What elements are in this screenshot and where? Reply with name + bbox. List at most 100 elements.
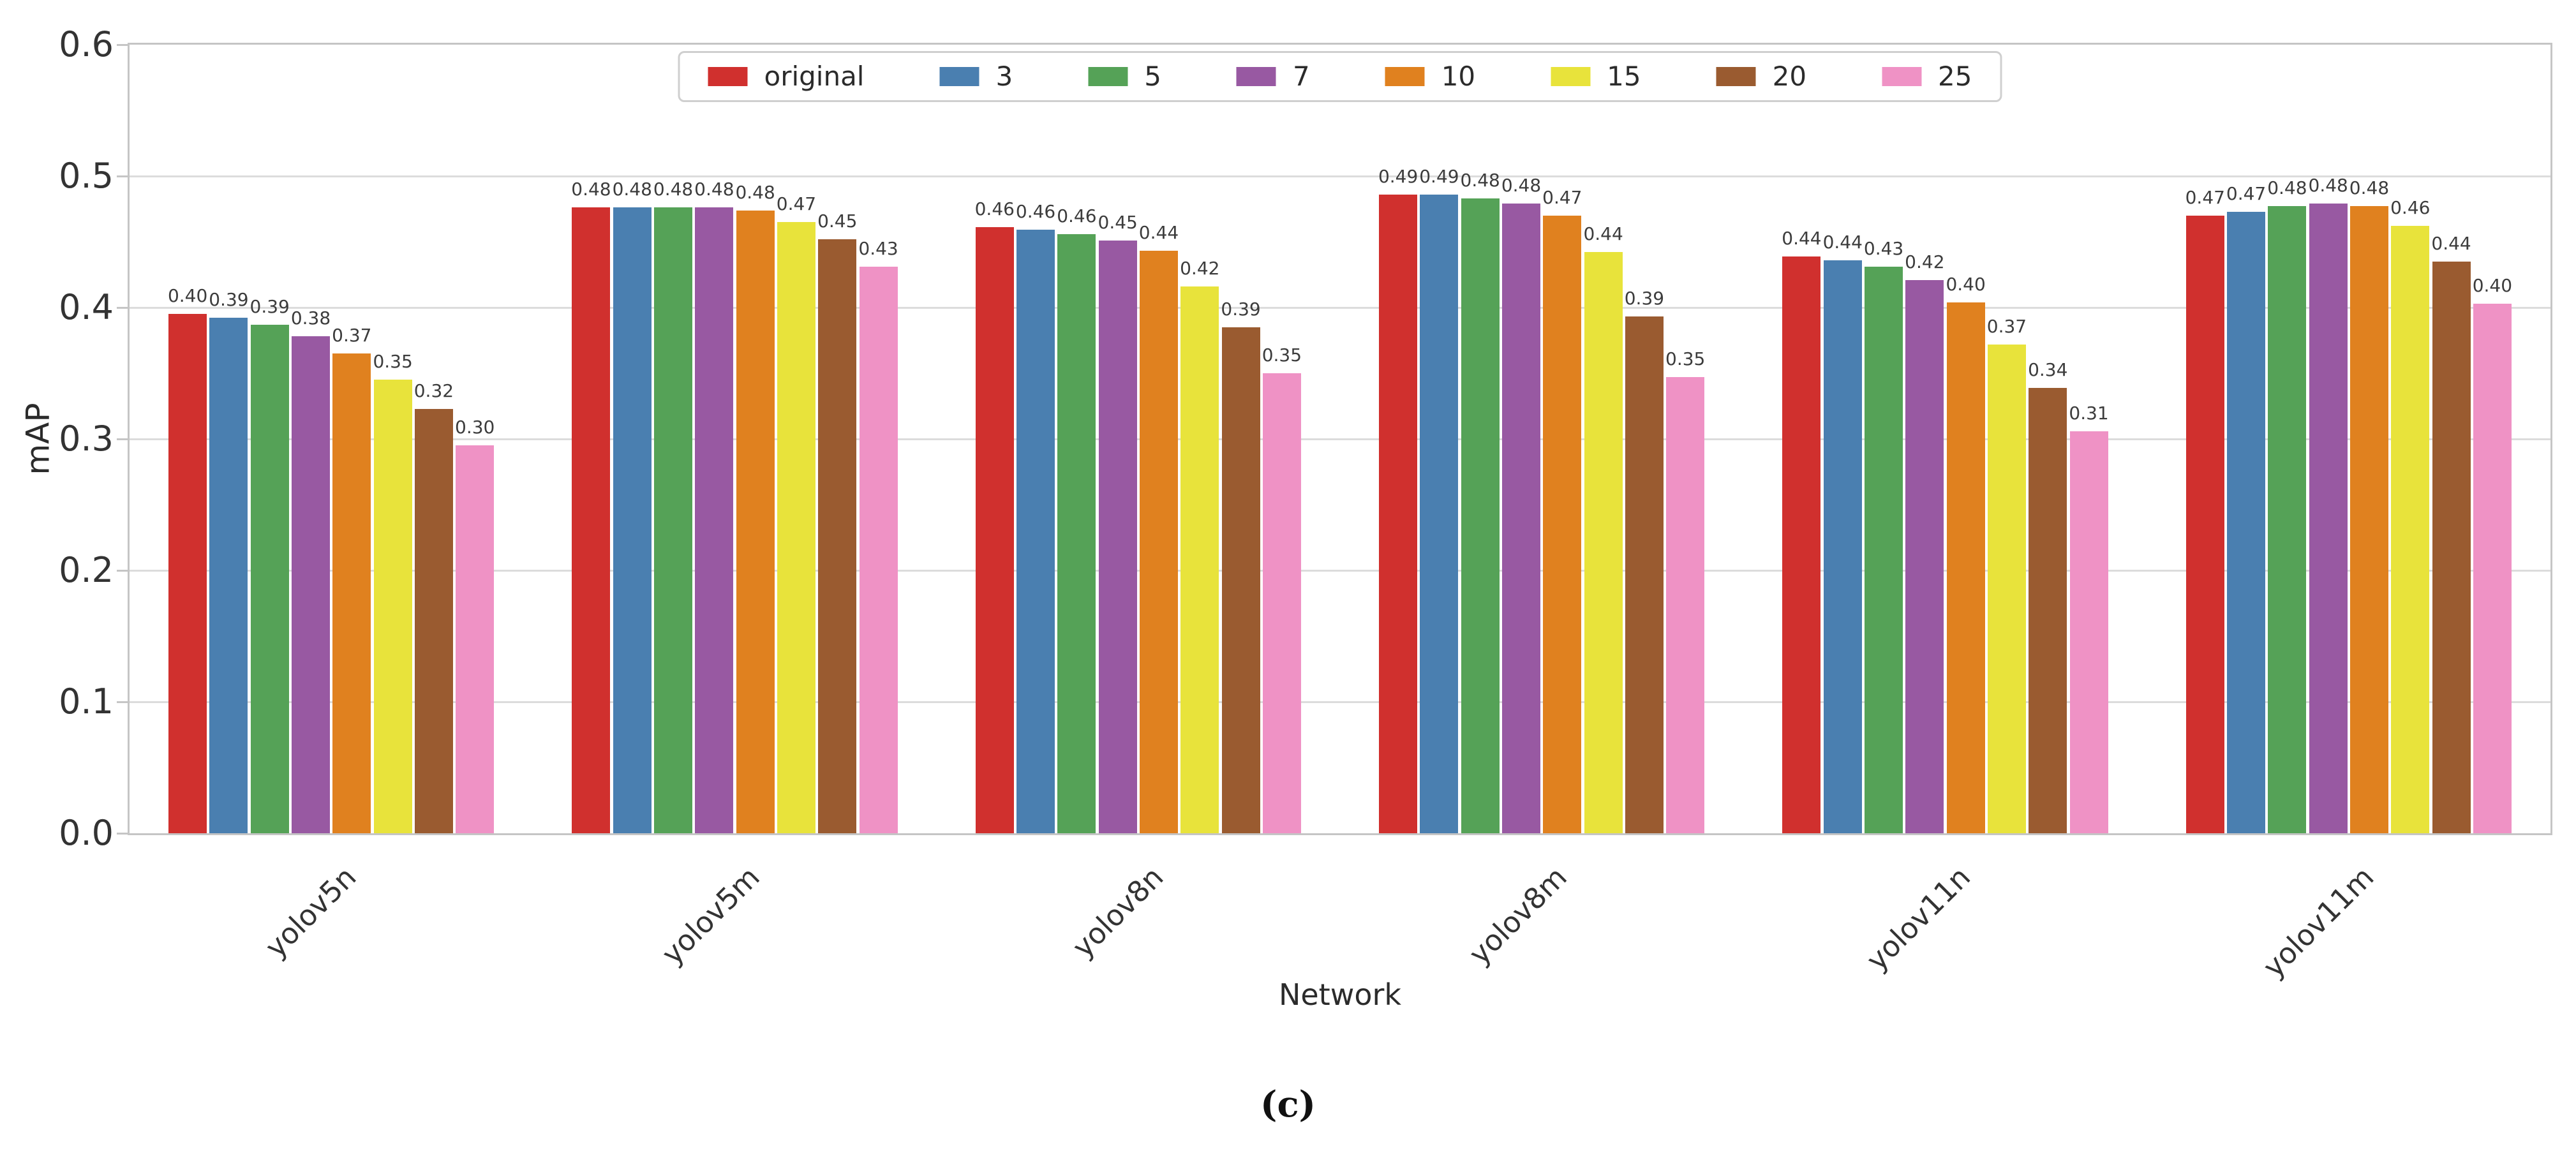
bar-yolov8m-10 <box>1543 215 1582 833</box>
bar-yolov11n-original <box>1782 256 1821 833</box>
bar-yolov11n-3 <box>1823 260 1862 833</box>
bar-value-label-yolov11n-25: 0.31 <box>2069 402 2109 424</box>
legend-item-original: original <box>708 63 864 90</box>
bar-yolov8m-5 <box>1461 198 1500 833</box>
bar-yolov8n-7 <box>1098 240 1137 833</box>
bar-yolov5m-5 <box>654 207 693 833</box>
bar-value-label-yolov11n-10: 0.40 <box>1946 273 1986 295</box>
legend-item-label: 3 <box>995 61 1013 92</box>
bar-value-label-yolov5m-25: 0.43 <box>858 238 898 260</box>
figure-caption: (c) <box>1260 1083 1316 1125</box>
legend-item-label: 20 <box>1772 61 1807 92</box>
legend-swatch-icon <box>1716 67 1756 86</box>
legend-swatch-icon <box>1236 67 1276 86</box>
x-tick-label-text: yolov8n <box>1065 860 1170 965</box>
bar-yolov11n-5 <box>1865 267 1903 833</box>
legend-swatch-icon <box>1551 67 1591 86</box>
y-tick-mark-0.6 <box>117 43 128 46</box>
bar-yolov8n-5 <box>1057 234 1096 833</box>
bar-value-label-yolov11n-7: 0.42 <box>1905 251 1945 272</box>
legend-swatch-icon <box>1088 67 1128 86</box>
y-tick-mark-0.1 <box>117 701 128 703</box>
legend: original 3 5 7 10 15 20 25 <box>678 51 2002 102</box>
bar-yolov5n-5 <box>250 324 289 833</box>
bar-value-label-yolov11n-20: 0.34 <box>2028 359 2068 380</box>
y-tick-label-0.5: 0.5 <box>59 156 114 196</box>
bar-yolov5m-3 <box>613 207 651 833</box>
bar-yolov11m-original <box>2185 215 2224 833</box>
legend-swatch-icon <box>708 67 748 86</box>
bar-yolov5n-25 <box>456 445 495 833</box>
bar-yolov8n-3 <box>1016 230 1055 833</box>
bar-yolov11n-25 <box>2069 431 2108 833</box>
bar-yolov8m-original <box>1379 194 1418 833</box>
bar-value-label-yolov8n-3: 0.46 <box>1015 201 1056 223</box>
y-tick-mark-0.2 <box>117 569 128 572</box>
bar-yolov11m-5 <box>2268 206 2307 833</box>
legend-item-label: 25 <box>1938 61 1972 92</box>
bar-yolov5n-15 <box>373 380 412 833</box>
bar-yolov11n-10 <box>1946 302 1985 833</box>
bar-value-label-yolov5m-5: 0.48 <box>653 179 694 200</box>
bar-value-label-yolov5n-20: 0.32 <box>413 380 454 401</box>
gridline-0.5 <box>130 175 2550 177</box>
gridline-0.2 <box>130 569 2550 572</box>
legend-item-7: 7 <box>1236 63 1310 90</box>
x-axis-title: Network <box>1278 977 1402 1012</box>
bar-yolov5n-7 <box>292 336 331 833</box>
bar-yolov5n-original <box>168 314 207 833</box>
bar-yolov8n-original <box>975 227 1014 833</box>
bar-value-label-yolov5n-5: 0.39 <box>249 295 290 317</box>
bar-value-label-yolov11n-original: 0.44 <box>1782 227 1822 249</box>
bar-yolov8n-10 <box>1139 251 1178 833</box>
bar-value-label-yolov5n-3: 0.39 <box>209 289 249 311</box>
bar-value-label-yolov11m-10: 0.48 <box>2349 177 2390 199</box>
bar-value-label-yolov8n-7: 0.45 <box>1098 211 1138 233</box>
x-tick-label-text: yolov8m <box>1462 860 1574 972</box>
bar-value-label-yolov8n-10: 0.44 <box>1138 222 1179 244</box>
x-tick-label-text: yolov11n <box>1859 860 1977 977</box>
bar-value-label-yolov5n-25: 0.30 <box>455 417 495 438</box>
bar-yolov5n-10 <box>332 353 371 833</box>
legend-swatch-icon <box>1882 67 1922 86</box>
bar-value-label-yolov5m-10: 0.48 <box>735 181 775 203</box>
bar-value-label-yolov11n-15: 0.37 <box>1986 315 2027 337</box>
plot-area: 0.40 0.39 0.39 0.38 0.37 0.35 0.32 0.30 0.48 0.48… <box>128 43 2552 835</box>
bar-value-label-yolov5m-7: 0.48 <box>694 179 734 200</box>
bar-yolov11m-3 <box>2227 211 2266 833</box>
bar-value-label-yolov8n-15: 0.42 <box>1180 258 1220 279</box>
bar-value-label-yolov5m-15: 0.47 <box>776 193 817 215</box>
bar-value-label-yolov11m-5: 0.48 <box>2267 177 2307 199</box>
bar-yolov8n-15 <box>1180 286 1219 833</box>
legend-swatch-icon <box>1385 67 1425 86</box>
y-tick-label-0.3: 0.3 <box>59 419 114 459</box>
y-tick-label-0.2: 0.2 <box>59 550 114 590</box>
bar-value-label-yolov8m-3: 0.49 <box>1419 165 1459 187</box>
bar-value-label-yolov11m-25: 0.40 <box>2472 274 2513 296</box>
bar-yolov5m-7 <box>695 207 734 833</box>
x-tick-label-text: yolov5m <box>655 860 766 972</box>
bar-yolov8m-15 <box>1584 252 1623 833</box>
bar-value-label-yolov11n-5: 0.43 <box>1863 238 1904 260</box>
bar-value-label-yolov8m-7: 0.48 <box>1501 175 1542 197</box>
bar-value-label-yolov8m-20: 0.39 <box>1624 288 1665 309</box>
bar-yolov11m-7 <box>2309 204 2348 833</box>
legend-swatch-icon <box>939 67 979 86</box>
bar-value-label-yolov5n-10: 0.37 <box>332 325 372 346</box>
bar-yolov5n-20 <box>414 408 453 833</box>
bar-value-label-yolov8m-original: 0.49 <box>1378 165 1418 187</box>
y-tick-mark-0.5 <box>117 175 128 177</box>
gridline-0.1 <box>130 701 2550 703</box>
bar-value-label-yolov8n-5: 0.46 <box>1057 205 1097 226</box>
bar-value-label-yolov8m-15: 0.44 <box>1583 223 1623 245</box>
bar-yolov8m-25 <box>1666 377 1705 833</box>
gridline-0.4 <box>130 306 2550 309</box>
bar-yolov11m-10 <box>2349 206 2388 833</box>
bar-value-label-yolov8m-25: 0.35 <box>1665 348 1706 370</box>
bar-yolov8m-3 <box>1420 194 1459 833</box>
bar-yolov5m-25 <box>859 267 898 833</box>
bar-yolov8n-20 <box>1221 327 1260 833</box>
bar-yolov11n-20 <box>2029 387 2067 833</box>
bar-yolov5m-10 <box>736 210 775 833</box>
